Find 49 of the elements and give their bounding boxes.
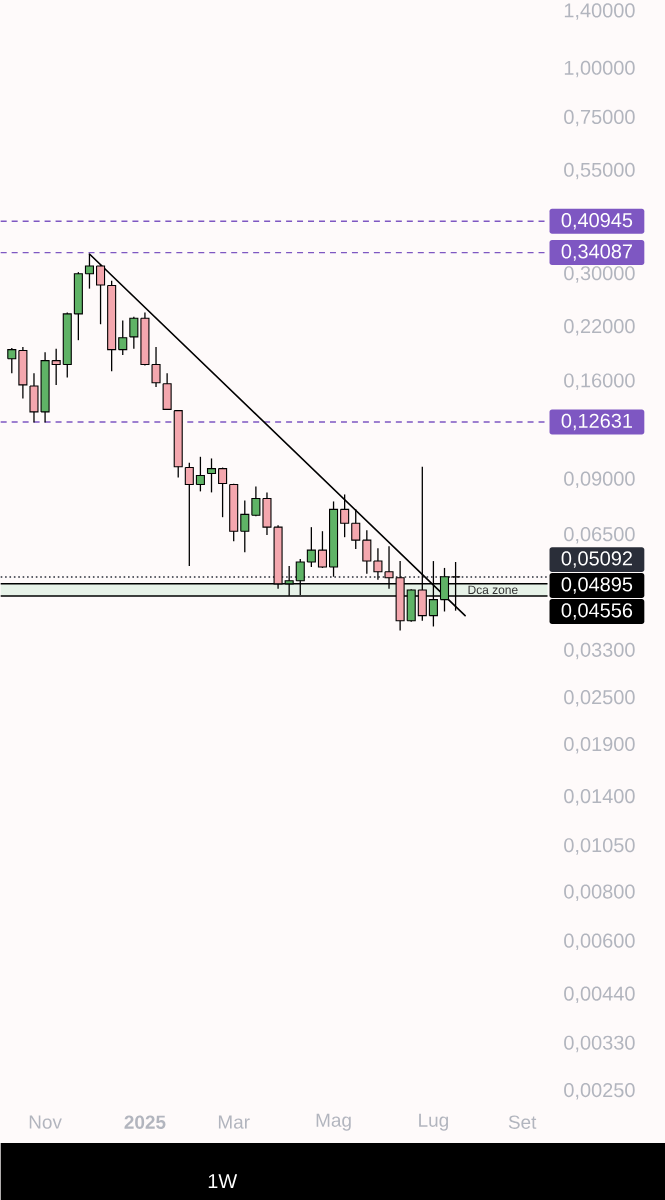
y-tick-label: 0,01900	[564, 736, 635, 754]
y-tick-label: 0,00330	[564, 1035, 635, 1053]
candlestick	[7, 347, 17, 374]
y-tick-label: 0,06500	[564, 527, 635, 544]
candlestick	[317, 530, 327, 569]
y-tick-label: 0,01400	[564, 789, 635, 806]
ref-line-label: 0,04895	[561, 577, 633, 594]
candlestick	[195, 456, 205, 493]
x-tick-label: Nov	[29, 1115, 62, 1129]
candlestick	[184, 462, 194, 567]
candlestick	[95, 263, 105, 325]
y-tick-label: 0,02500	[564, 690, 635, 707]
y-tick-label: 0,30000	[564, 266, 635, 283]
ref-line-label: 0,12631	[561, 413, 632, 431]
candlestick	[206, 457, 216, 494]
text: 1W	[208, 1174, 237, 1188]
ref-line-label: 0,04556	[561, 603, 632, 620]
band-label: Dca zone	[468, 585, 518, 595]
candlestick	[129, 316, 139, 350]
candlestick	[362, 529, 372, 575]
candlestick	[118, 319, 128, 356]
y-tick-label: 1,00000	[564, 60, 635, 78]
x-tick-label: Set	[508, 1115, 537, 1129]
y-tick-label: 0,55000	[564, 162, 635, 180]
x-tick-label: 2025	[124, 1115, 166, 1129]
x-tick-label: Lug	[419, 1113, 448, 1131]
candlestick	[373, 547, 383, 581]
candlestick	[51, 348, 61, 386]
y-tick-label: 0,09000	[564, 471, 635, 489]
y-tick-label: 0,00800	[564, 884, 635, 902]
candlestick	[306, 526, 316, 568]
ref-line-label: 0,05092	[561, 551, 632, 568]
y-tick-label: 0,00600	[564, 933, 635, 951]
y-tick-label: 0,16000	[564, 373, 635, 390]
y-tick-label: 0,03300	[564, 642, 635, 660]
y-tick-label: 0,75000	[564, 109, 635, 127]
y-tick-label: 1,40000	[564, 3, 635, 20]
y-tick-label: 0,00250	[564, 1083, 635, 1100]
x-tick-label: Mag	[316, 1113, 351, 1131]
y-tick-label: 0,00440	[564, 986, 635, 1004]
y-tick-label: 0,01050	[564, 838, 635, 855]
candlestick	[351, 508, 361, 550]
candlestick	[339, 493, 350, 538]
candlestick	[240, 499, 250, 553]
x-tick-label: Mar	[218, 1115, 250, 1129]
ref-line-label: 0,40945	[561, 213, 633, 230]
y-tick-label: 0,22000	[564, 319, 635, 336]
candlestick	[217, 466, 228, 518]
ref-line-label: 0,34087	[561, 244, 632, 261]
